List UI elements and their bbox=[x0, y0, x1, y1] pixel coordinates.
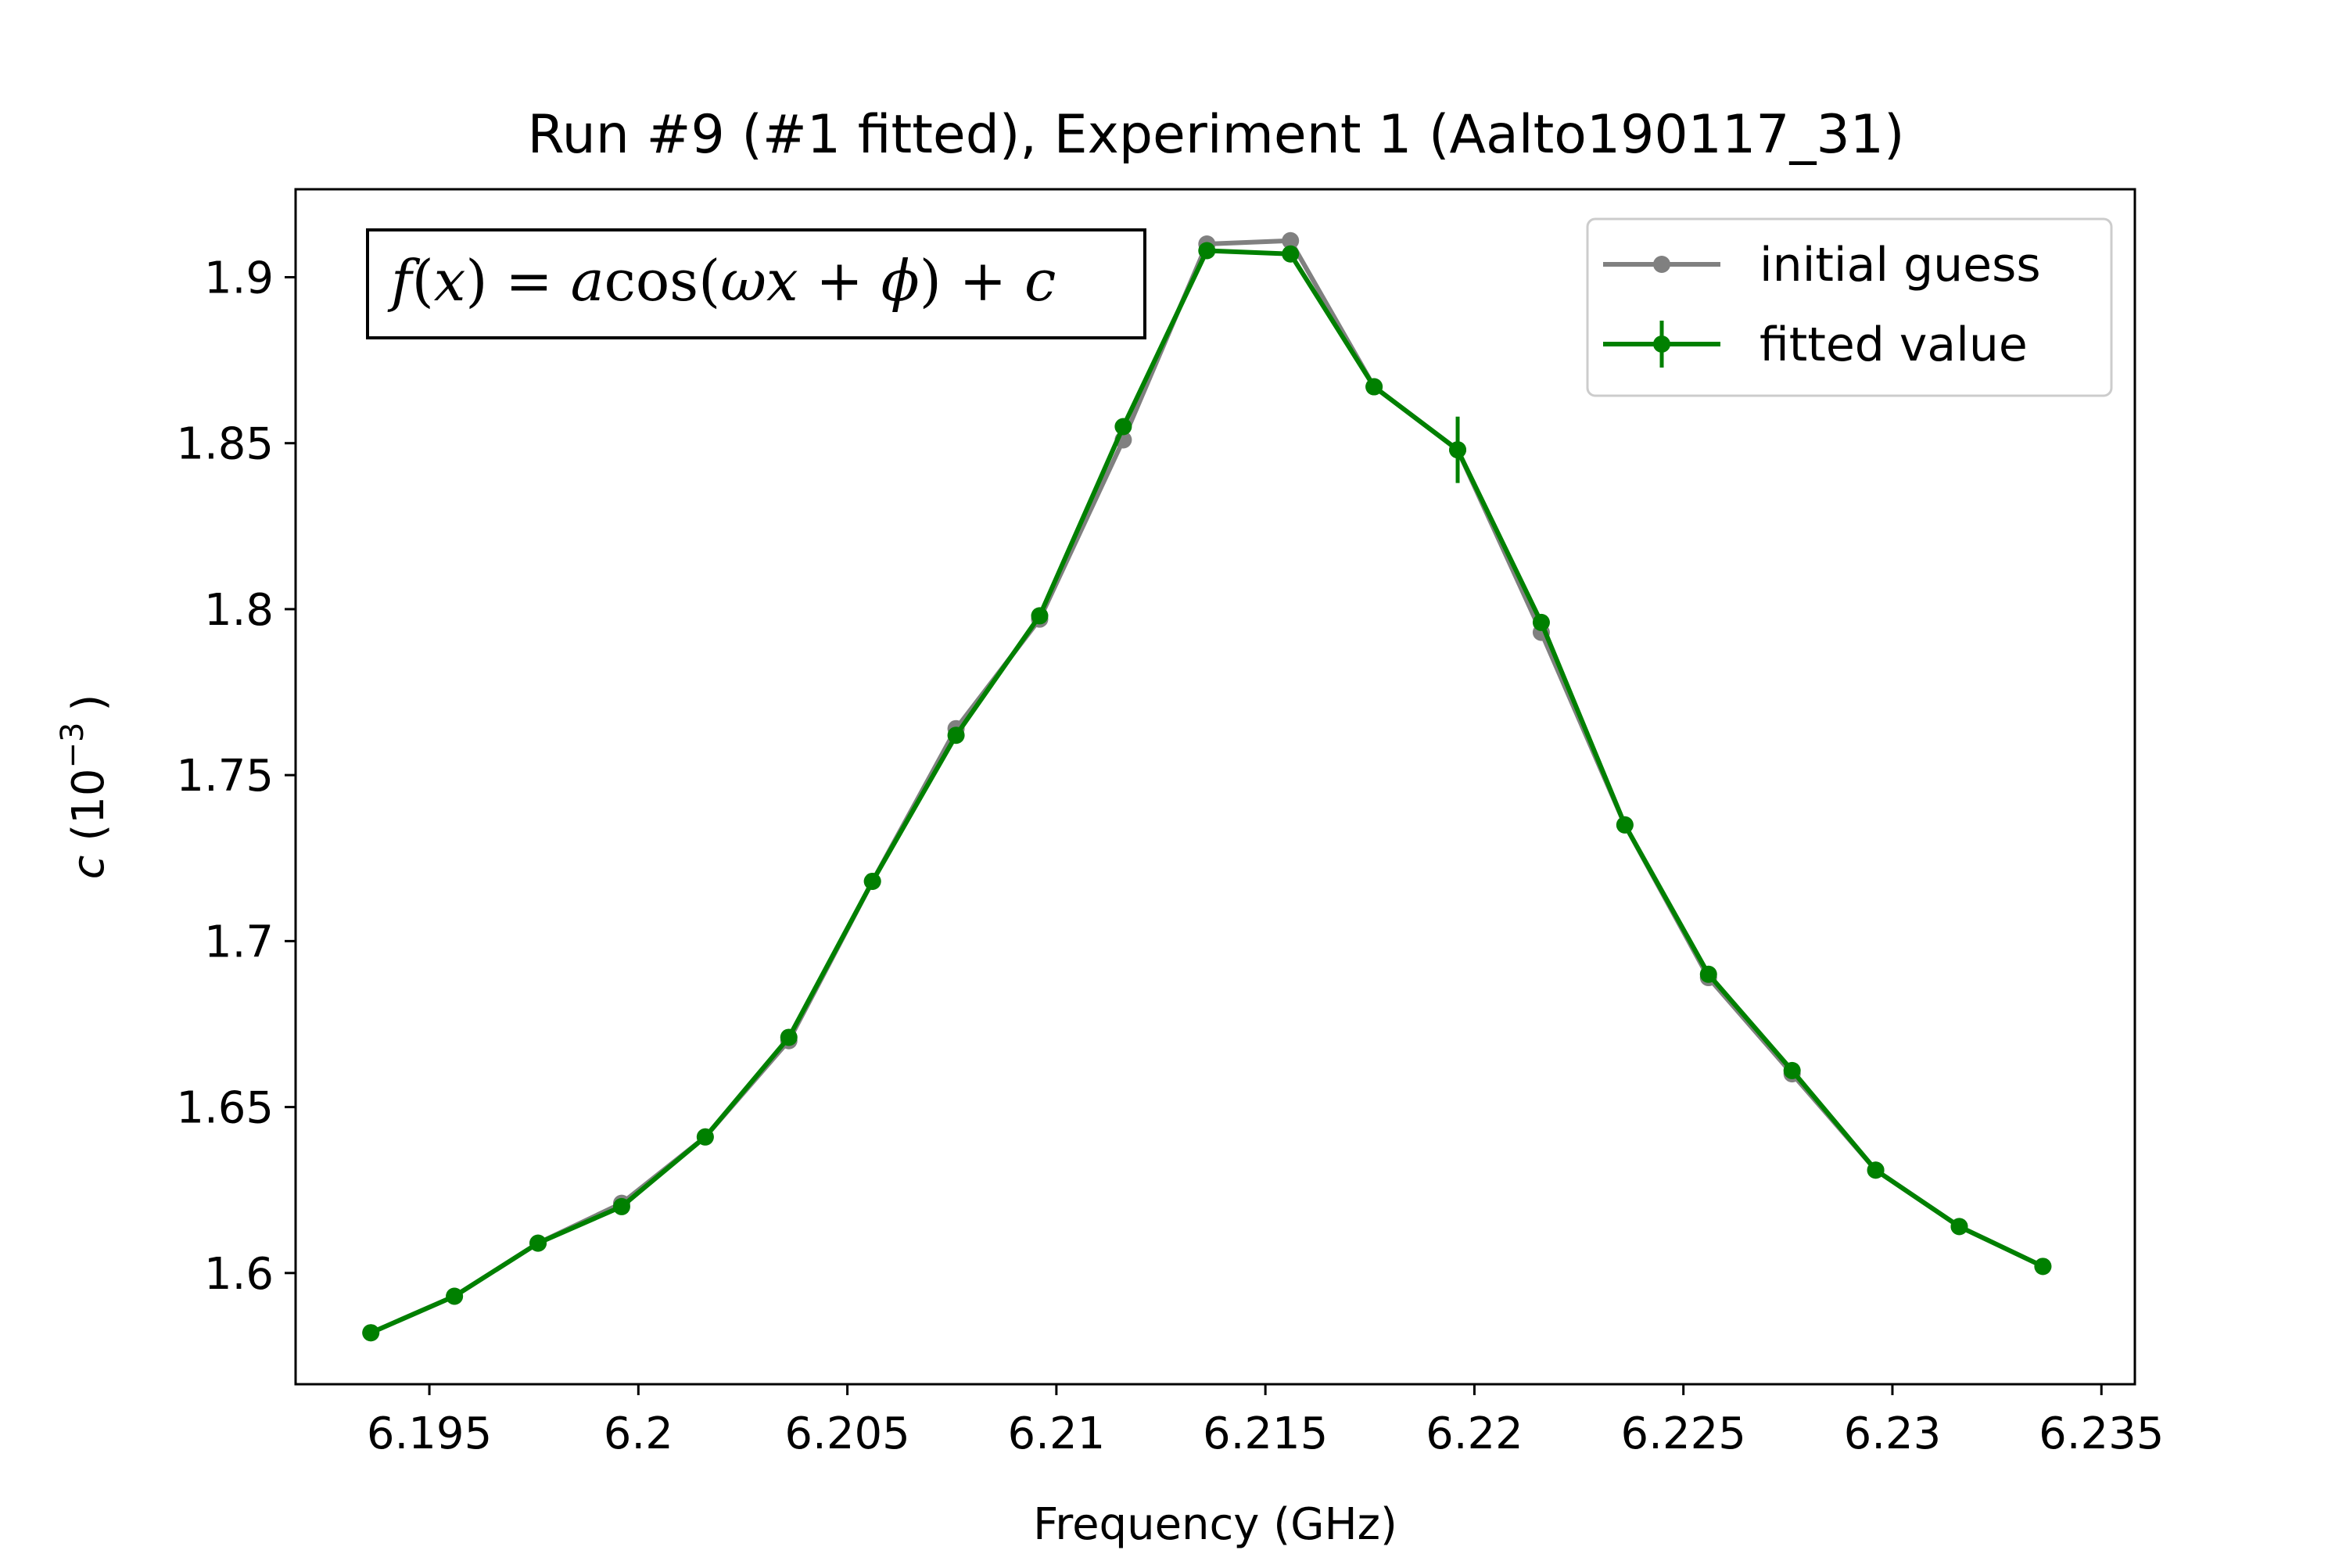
data-point-fitted-value bbox=[529, 1234, 547, 1252]
data-point-fitted-value bbox=[1616, 816, 1634, 834]
data-point-fitted-value bbox=[362, 1324, 380, 1342]
x-tick-label: 6.235 bbox=[2039, 1408, 2164, 1459]
x-tick-label: 6.23 bbox=[1844, 1408, 1942, 1459]
x-tick-label: 6.205 bbox=[784, 1408, 909, 1459]
data-point-initial-guess bbox=[1282, 231, 1300, 249]
y-axis-label-unit: (10 bbox=[63, 768, 114, 841]
data-point-fitted-value bbox=[1783, 1061, 1801, 1079]
x-tick-label: 6.21 bbox=[1008, 1408, 1106, 1459]
formula-text: f(x) = acos(ωx + ϕ) + c bbox=[387, 248, 1056, 314]
x-tick-label: 6.22 bbox=[1426, 1408, 1523, 1459]
data-point-fitted-value bbox=[446, 1287, 464, 1305]
data-point-fitted-value bbox=[780, 1028, 798, 1046]
data-point-fitted-value bbox=[1031, 607, 1049, 625]
y-tick-label: 1.85 bbox=[176, 419, 274, 470]
y-tick-label: 1.8 bbox=[204, 585, 274, 636]
y-tick-label: 1.9 bbox=[204, 253, 274, 303]
plot-area-frame bbox=[294, 188, 2136, 1386]
data-point-fitted-value bbox=[1867, 1161, 1885, 1179]
y-axis-label: c (10−3) bbox=[55, 694, 114, 880]
y-tick-label: 1.6 bbox=[204, 1249, 274, 1300]
series-fitted-value bbox=[362, 242, 2052, 1342]
legend-fitted-value-marker bbox=[1653, 335, 1670, 353]
formula-annotation: f(x) = acos(ωx + ϕ) + c bbox=[366, 228, 1146, 339]
legend-initial-guess-marker bbox=[1653, 256, 1670, 273]
data-point-fitted-value bbox=[1282, 245, 1300, 263]
data-point-fitted-value bbox=[1198, 242, 1216, 260]
x-axis: 6.195 6.2 6.205 6.21 6.215 6.22 6.225 6.23 6.235 bbox=[367, 1384, 2164, 1459]
x-tick-label: 6.195 bbox=[367, 1408, 492, 1459]
data-point-fitted-value bbox=[2034, 1258, 2052, 1276]
data-point-fitted-value bbox=[612, 1197, 630, 1215]
x-tick-label: 6.215 bbox=[1203, 1408, 1328, 1459]
y-tick-label: 1.75 bbox=[176, 751, 274, 802]
y-axis-label-variable: c bbox=[63, 855, 114, 879]
formula-box bbox=[366, 228, 1146, 339]
data-point-fitted-value bbox=[1365, 378, 1383, 396]
data-point-fitted-value bbox=[1449, 441, 1467, 459]
data-point-fitted-value bbox=[1114, 418, 1132, 436]
legend-initial-guess-label: initial guess bbox=[1760, 238, 2041, 292]
data-point-fitted-value bbox=[1950, 1218, 1968, 1236]
series-layer bbox=[362, 231, 2052, 1342]
y-axis-label-exponent: −3 bbox=[55, 722, 91, 768]
data-point-fitted-value bbox=[947, 727, 965, 745]
y-axis-label-close: ) bbox=[63, 694, 114, 712]
x-tick-label: 6.2 bbox=[604, 1408, 673, 1459]
x-axis-label: Frequency (GHz) bbox=[1033, 1499, 1397, 1550]
y-tick-label: 1.65 bbox=[176, 1083, 274, 1134]
y-axis: 1.6 1.65 1.7 1.75 1.8 1.85 1.9 bbox=[176, 253, 296, 1300]
data-point-fitted-value bbox=[863, 872, 881, 890]
legend: initial guess fitted value bbox=[1586, 217, 2113, 397]
data-point-fitted-value bbox=[1699, 965, 1717, 983]
legend-fitted-value-label: fitted value bbox=[1760, 318, 2028, 372]
y-tick-label: 1.7 bbox=[204, 917, 274, 967]
chart-title: Run #9 (#1 fitted), Experiment 1 (Aalto1… bbox=[527, 104, 1904, 166]
x-tick-label: 6.225 bbox=[1621, 1408, 1746, 1459]
data-point-fitted-value bbox=[696, 1128, 714, 1146]
data-point-fitted-value bbox=[1532, 613, 1550, 631]
